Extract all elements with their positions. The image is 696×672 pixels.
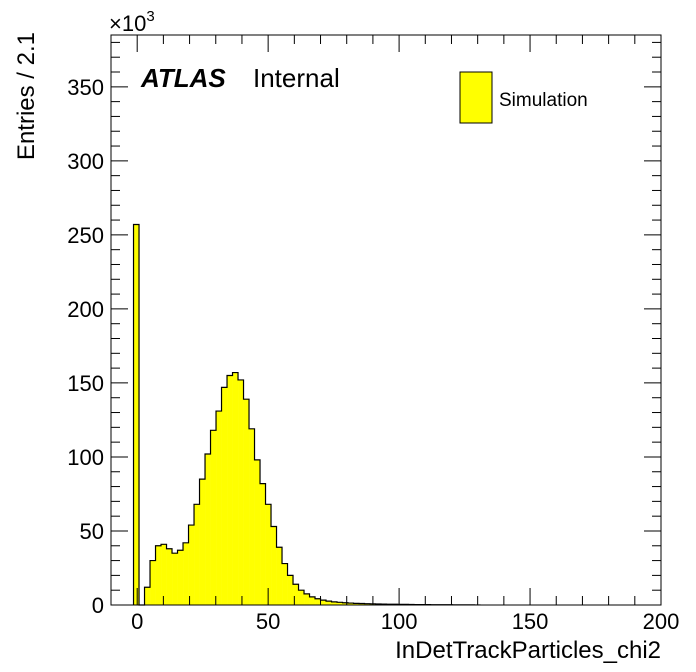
histogram-bar [337, 602, 343, 605]
histogram-bar [177, 550, 184, 605]
histogram-bar [353, 603, 360, 605]
histogram-bar [166, 548, 173, 605]
y-axis-title: Entries / 2.1 [13, 32, 40, 160]
histogram-bar [287, 575, 294, 605]
histogram-bar [309, 596, 316, 605]
histogram-bar [183, 542, 189, 605]
histogram-bar [161, 544, 167, 605]
histogram-bar [150, 560, 156, 605]
histogram-bar [254, 459, 261, 605]
y-tick-label: 50 [80, 519, 104, 544]
legend-swatch [459, 71, 493, 124]
atlas-label: ATLAS [140, 63, 226, 93]
y-tick-label: 100 [67, 445, 104, 470]
histogram-bar [133, 224, 140, 605]
histogram-bar [238, 379, 244, 605]
internal-label: Internal [253, 63, 340, 93]
histogram-bar [364, 603, 371, 605]
histogram-bar [194, 504, 200, 605]
y-tick-label: 250 [67, 223, 104, 248]
x-tick-label: 150 [512, 609, 549, 634]
y-tick-label: 200 [67, 297, 104, 322]
histogram-bar [326, 601, 332, 605]
histogram-bar [172, 553, 178, 605]
histogram-bar [271, 526, 277, 605]
histogram-bar [359, 603, 365, 605]
axis-ticks [110, 35, 662, 606]
histogram-bar [205, 453, 211, 605]
histogram-bar [199, 479, 206, 605]
plot-frame [110, 34, 662, 606]
histogram-bar [249, 428, 255, 605]
histogram-bar [276, 547, 283, 605]
histogram-bar [144, 587, 151, 605]
axis-tick-labels: 0 50 100 150 200 0 50 100 150 200 250 300 350 [67, 75, 679, 634]
y-tick-label: 300 [67, 149, 104, 174]
x-tick-label: 200 [643, 609, 680, 634]
histogram-bar [232, 372, 239, 605]
x-axis-title: InDetTrackParticles_chi2 [395, 637, 661, 664]
y-tick-label: 350 [67, 75, 104, 100]
y-tick-label: 0 [92, 593, 104, 618]
histogram-bar [188, 525, 195, 605]
x-tick-label: 100 [381, 609, 418, 634]
histogram-bar [304, 593, 310, 605]
histogram-bar [221, 387, 228, 605]
legend-label: Simulation [499, 90, 588, 111]
histogram-bar [243, 399, 250, 605]
histogram-bar [210, 430, 217, 605]
histogram-bars [132, 223, 481, 606]
histogram-bar [331, 601, 338, 605]
histogram-bar [298, 590, 305, 605]
y-axis-multiplier: ×103 [109, 8, 155, 36]
histogram-bar [348, 603, 354, 605]
histogram-bar [282, 563, 288, 605]
y-tick-label: 150 [67, 371, 104, 396]
histogram-bar [265, 504, 272, 605]
histogram-bar [260, 483, 266, 605]
x-tick-label: 50 [256, 609, 280, 634]
histogram-bar [342, 602, 349, 605]
histogram-bar [216, 411, 222, 605]
histogram-bar [227, 375, 233, 605]
histogram-bar [155, 545, 162, 605]
histogram-bar [293, 584, 299, 605]
x-tick-label: 0 [131, 609, 143, 634]
histogram-bar [320, 600, 327, 605]
histogram-bar [315, 598, 321, 605]
